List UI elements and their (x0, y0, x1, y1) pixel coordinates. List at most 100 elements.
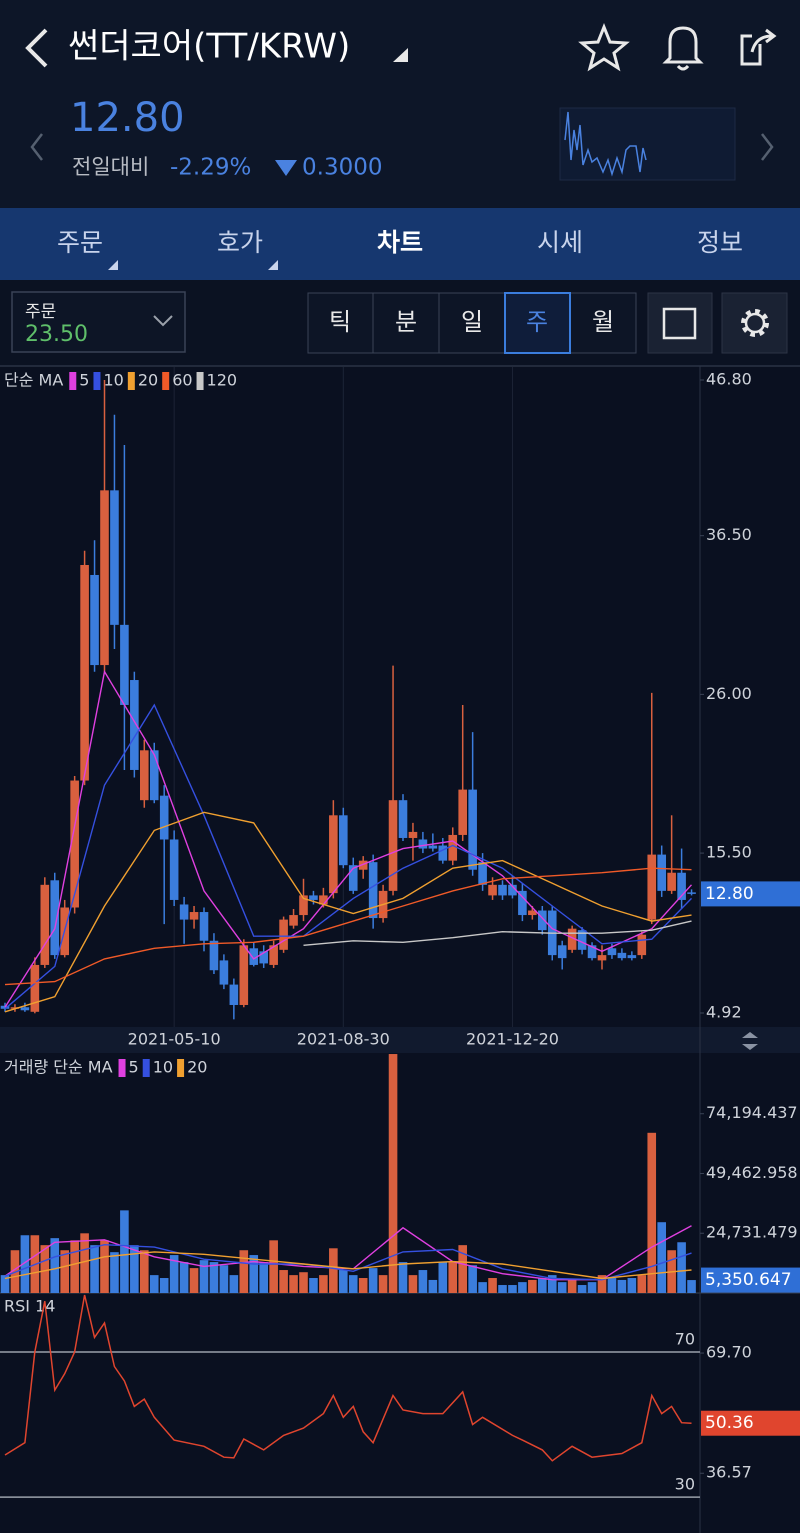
candle-body (319, 895, 328, 905)
ma-line (4, 811, 692, 1013)
alert-icon[interactable] (662, 26, 704, 71)
y-tick-label: 36.50 (706, 525, 752, 544)
legend-label: 10 (153, 1058, 173, 1077)
legend-label: 5 (129, 1058, 139, 1077)
volume-bar (418, 1270, 428, 1293)
legend-swatch (162, 372, 170, 390)
last-value-label: 12.80 (705, 884, 754, 904)
candle-body (687, 892, 696, 894)
volume-bar (90, 1245, 99, 1293)
volume-bar (358, 1278, 368, 1293)
candle-body (388, 800, 398, 891)
mini-chart (559, 107, 736, 181)
volume-bar (259, 1262, 268, 1293)
period-button[interactable] (438, 292, 506, 354)
volume-bar (428, 1279, 438, 1293)
volume-bar (159, 1278, 169, 1293)
legend-label: 20 (187, 1058, 207, 1077)
volume-bar (149, 1275, 159, 1293)
candle-body (90, 574, 99, 666)
period-button[interactable] (372, 292, 440, 354)
back-button[interactable] (25, 28, 48, 68)
volume-bar (538, 1278, 547, 1293)
candle-body (607, 948, 617, 956)
candle-body (309, 895, 318, 900)
volume-bar (368, 1268, 378, 1293)
volume-bar (229, 1275, 239, 1293)
y-tick-label: 74,194.437 (706, 1103, 798, 1122)
candle-body (120, 624, 129, 705)
period-button[interactable] (307, 292, 374, 354)
volume-bar (448, 1262, 458, 1293)
candle-body (189, 912, 199, 920)
volume-bar (687, 1280, 696, 1293)
candle-body (408, 831, 418, 838)
volume-bar (647, 1132, 657, 1293)
order-select[interactable] (11, 291, 186, 353)
share-icon[interactable] (740, 28, 777, 66)
tab[interactable]: 주문 (57, 228, 103, 257)
next-arrow[interactable] (761, 133, 774, 161)
period-button-active[interactable] (504, 292, 571, 354)
volume-bar (120, 1210, 129, 1293)
volume-bar (557, 1282, 567, 1293)
volume-bar (80, 1233, 89, 1293)
legend-title: 거래량 단순 MA (4, 1058, 113, 1077)
y-tick-label: 49,462.958 (706, 1163, 798, 1182)
order-chevron (153, 315, 173, 327)
candle-body (299, 895, 308, 916)
candle-body (677, 872, 686, 900)
candle-body (528, 910, 537, 916)
title-dropdown[interactable] (393, 48, 408, 62)
last-value-tag (701, 1267, 800, 1293)
volume-bar (0, 1275, 10, 1293)
tab[interactable]: 시세 (537, 228, 583, 257)
y-tick-label: 24,731.479 (706, 1223, 798, 1242)
candle-body (667, 872, 676, 891)
volume-bar (547, 1275, 557, 1293)
candle-body (10, 1007, 20, 1009)
down-triangle (275, 160, 297, 176)
period-label: 일 (461, 308, 483, 336)
candle-body (627, 955, 637, 959)
mini-chart-line (564, 111, 647, 177)
volume-bar (110, 1252, 119, 1293)
y-tick-label: 30 (675, 1475, 695, 1494)
candle-body (159, 795, 169, 840)
candle-body (418, 839, 428, 849)
title: 썬더코어(TT/KRW) (68, 27, 350, 67)
x-tick-label: 2021-05-10 (128, 1030, 221, 1049)
y-tick-label: 36.57 (706, 1463, 752, 1482)
draw-icon (662, 307, 697, 340)
y-tick-label: 70 (675, 1329, 695, 1348)
rsi-line (4, 1294, 692, 1462)
candle-body (229, 984, 239, 1005)
candle-body (130, 680, 139, 770)
volume-bar (458, 1245, 467, 1293)
last-value-tag (701, 1410, 800, 1436)
volume-bar (239, 1250, 249, 1293)
favorite-icon[interactable] (578, 22, 630, 72)
volume-bar (468, 1265, 477, 1293)
legend-label: 120 (207, 371, 238, 390)
tab[interactable]: 호가 (217, 228, 263, 257)
last-value-tag (701, 881, 800, 907)
resize-handle[interactable] (742, 1032, 758, 1050)
tab-active[interactable]: 차트 (377, 228, 423, 257)
volume-bar (388, 1054, 398, 1293)
change-abs: 0.3000 (302, 155, 382, 181)
volume-bar (209, 1262, 219, 1293)
volume-bar (70, 1240, 79, 1293)
period-button[interactable] (569, 292, 637, 354)
legend-label: 5 (79, 371, 89, 390)
draw-button[interactable] (647, 292, 713, 354)
prev-arrow[interactable] (30, 133, 43, 161)
y-tick-label: 46.80 (706, 370, 752, 389)
tab-dropdown (268, 260, 278, 270)
volume-bar (607, 1278, 617, 1293)
period-label: 틱 (329, 308, 351, 336)
tab[interactable]: 정보 (697, 228, 743, 257)
settings-teeth (741, 309, 769, 337)
candle-body (577, 930, 587, 950)
